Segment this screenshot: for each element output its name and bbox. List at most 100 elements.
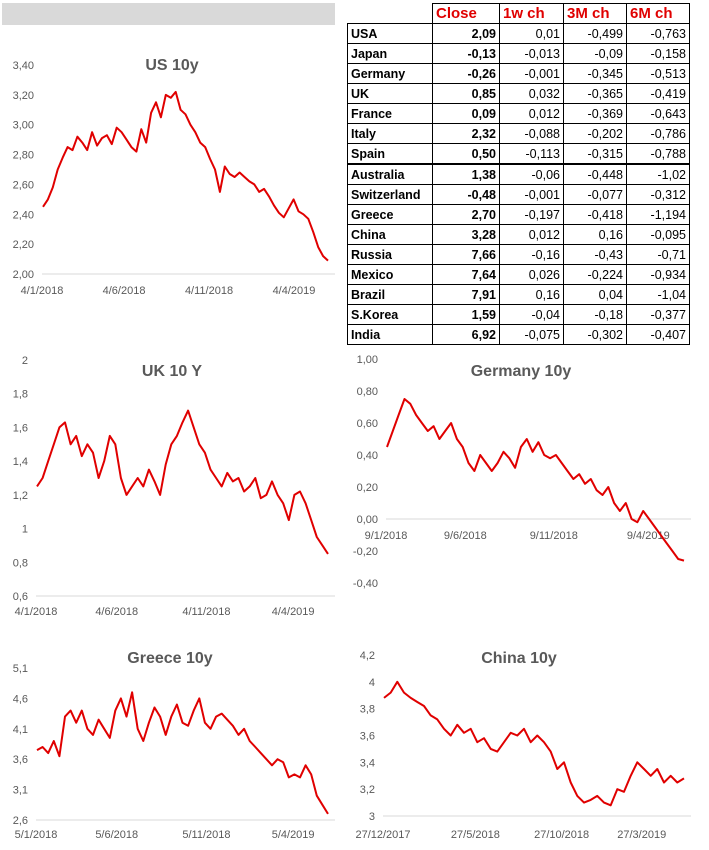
x-tick-label: 5/4/2019 [272,829,315,841]
x-tick-label: 4/11/2018 [182,606,230,618]
y-tick-label: 4,6 [13,693,28,705]
cell-close: 2,70 [432,204,500,225]
chart-greece-10y: Greece 10y 2,6 3,1 3,6 4,1 4,6 5,1 5/1/2018 5/6/… [0,640,340,850]
cell-country: Germany [347,63,433,84]
cell-3m: -0,077 [563,184,627,205]
y-tick-label: 3 [369,811,375,823]
cell-3m: -0,315 [563,143,627,165]
cell-3m: -0,18 [563,304,627,325]
cell-1w: -0,06 [499,163,564,185]
cell-1w: 0,032 [499,83,564,104]
table-row: Japan -0,13 -0,013 -0,09 -0,158 [347,43,690,64]
yield-table: Close 1w ch 3M ch 6M ch USA 2,09 0,01 -0,49… [347,3,690,345]
chart-title: Germany 10y [471,363,572,380]
cell-3m: -0,345 [563,63,627,84]
x-tick-label: 9/1/2018 [365,530,408,542]
cell-3m: -0,224 [563,264,627,285]
y-tick-label: 3,8 [360,704,375,716]
y-tick-label: 4,2 [360,650,375,662]
y-tick-label: 3,40 [13,60,34,72]
cell-3m: -0,365 [563,83,627,104]
table-row: Switzerland -0,48 -0,001 -0,077 -0,312 [347,184,690,205]
y-tick-label: 4,1 [13,724,28,736]
cell-country: China [347,224,433,245]
cell-3m: -0,302 [563,324,627,345]
y-tick-label: 0,80 [357,386,378,398]
cell-country: USA [347,23,433,44]
header-1w: 1w ch [499,3,564,24]
x-tick-label: 4/11/2018 [185,285,233,297]
x-tick-label: 4/4/2019 [272,606,315,618]
cell-6m: -1,194 [626,204,690,225]
x-tick-label: 4/6/2018 [95,606,138,618]
cell-close: 6,92 [432,324,500,345]
cell-country: France [347,103,433,124]
chart-germany-10y: Germany 10y -0,40 -0,20 0,00 0,20 0,40 0,60 0,8… [348,350,709,620]
y-tick-label: 3,1 [13,785,28,797]
table-row: France 0,09 0,012 -0,369 -0,643 [347,103,690,124]
x-tick-label: 5/6/2018 [95,829,138,841]
table-row: Greece 2,70 -0,197 -0,418 -1,194 [347,204,690,225]
cell-country: UK [347,83,433,104]
cell-1w: 0,01 [499,23,564,44]
cell-country: Spain [347,143,433,165]
cell-6m: -0,788 [626,143,690,165]
y-tick-label: 5,1 [13,663,28,675]
chart-us-10y: US 10y 2,00 2,20 2,40 2,60 2,80 3,00 3,20 3,40 4/… [0,40,340,305]
y-tick-label: 3,6 [13,754,28,766]
y-tick-label: 0,40 [357,450,378,462]
header-blank [347,3,433,24]
cell-country: Italy [347,123,433,144]
y-tick-label: 0,00 [357,514,378,526]
table-row: Australia 1,38 -0,06 -0,448 -1,02 [347,163,690,185]
y-tick-label: 4 [369,677,375,689]
table-row: India 6,92 -0,075 -0,302 -0,407 [347,324,690,345]
table-row: Italy 2,32 -0,088 -0,202 -0,786 [347,123,690,144]
cell-1w: -0,16 [499,244,564,265]
y-tick-label: 3,2 [360,784,375,796]
cell-close: 3,28 [432,224,500,245]
cell-1w: -0,113 [499,143,564,165]
cell-3m: -0,09 [563,43,627,64]
cell-close: -0,48 [432,184,500,205]
cell-country: India [347,324,433,345]
y-tick-label: 2,60 [13,179,34,191]
x-tick-label: 5/11/2018 [182,829,230,841]
cell-6m: -0,643 [626,103,690,124]
table-row: Brazil 7,91 0,16 0,04 -1,04 [347,284,690,305]
y-tick-label: 1,00 [357,354,378,366]
table-row: UK 0,85 0,032 -0,365 -0,419 [347,83,690,104]
x-tick-label: 4/4/2019 [273,285,316,297]
cell-country: S.Korea [347,304,433,325]
y-tick-label: -0,40 [353,578,378,590]
x-tick-label: 5/1/2018 [15,829,58,841]
header-bar [2,3,335,25]
cell-1w: -0,001 [499,184,564,205]
cell-country: Mexico [347,264,433,285]
y-tick-label: 1,4 [13,456,28,468]
y-tick-label: 1,2 [13,490,28,502]
cell-1w: -0,013 [499,43,564,64]
cell-1w: 0,012 [499,224,564,245]
cell-close: 7,91 [432,284,500,305]
y-tick-label: 2,6 [13,815,28,827]
cell-close: 2,32 [432,123,500,144]
cell-6m: -0,513 [626,63,690,84]
cell-6m: -0,419 [626,83,690,104]
cell-close: -0,13 [432,43,500,64]
cell-3m: -0,43 [563,244,627,265]
x-tick-label: 27/3/2019 [617,829,666,841]
cell-6m: -1,04 [626,284,690,305]
chart-uk-10y: UK 10 Y 0,6 0,8 1 1,2 1,4 1,6 1,8 2 4/1/2018 4/6/2… [0,350,340,620]
y-tick-label: -0,20 [353,546,378,558]
cell-1w: 0,012 [499,103,564,124]
cell-1w: 0,026 [499,264,564,285]
header-6m: 6M ch [626,3,690,24]
series-line [36,691,329,815]
table-row: Germany -0,26 -0,001 -0,345 -0,513 [347,63,690,84]
cell-1w: -0,001 [499,63,564,84]
cell-6m: -0,71 [626,244,690,265]
cell-close: 1,38 [432,163,500,185]
header-3m: 3M ch [563,3,627,24]
y-tick-label: 2,40 [13,209,34,221]
